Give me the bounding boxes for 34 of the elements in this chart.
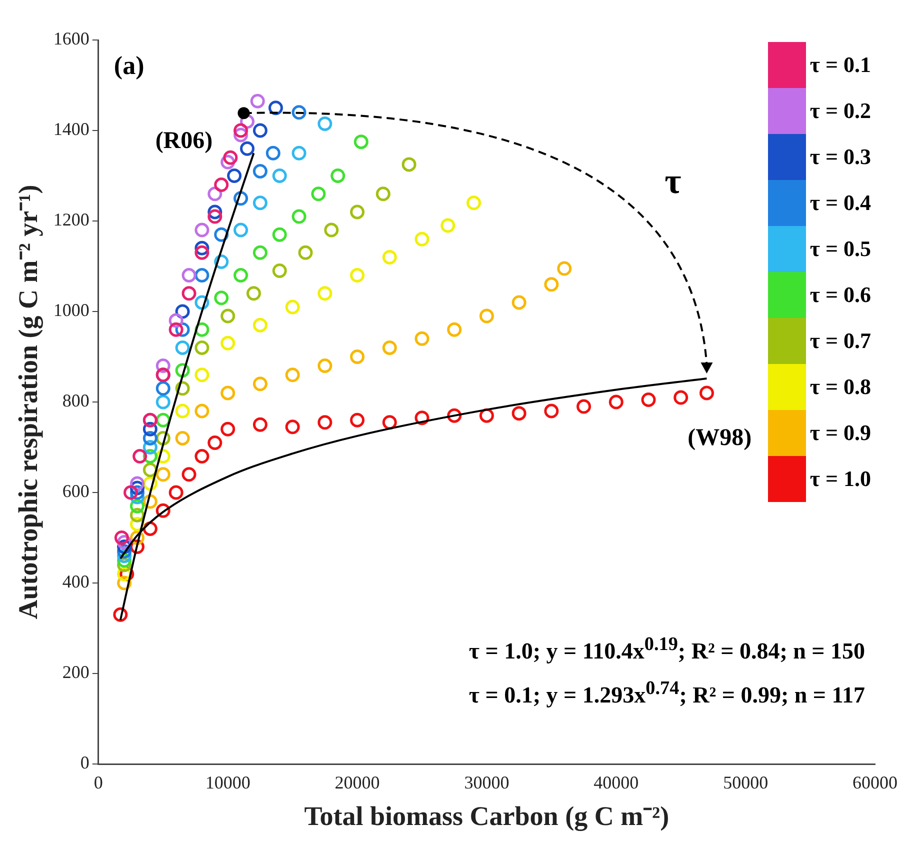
legend-label: τ = 0.5	[810, 236, 871, 262]
legend-label: τ = 0.3	[810, 144, 871, 170]
x-tick-label: 0	[94, 772, 103, 793]
x-tick-label: 20000	[334, 772, 380, 793]
annotation: τ = 1.0; y = 110.4x$^{0.19}$; R² = 0.84; n = 150	[468, 634, 865, 665]
y-tick-label: 800	[62, 390, 90, 411]
x-tick-label: 60000	[852, 772, 898, 793]
annotation: τ	[664, 160, 682, 202]
legend-label: τ = 0.1	[810, 52, 871, 78]
y-tick-label: 0	[80, 752, 90, 773]
y-axis-title: Autotrophic respiration (g C m⁻² yr⁻¹)	[13, 184, 44, 620]
x-tick-label: 50000	[723, 772, 768, 793]
x-tick-label: 30000	[464, 772, 510, 793]
x-tick-label: 10000	[205, 772, 250, 793]
y-tick-label: 1600	[53, 28, 90, 49]
y-tick-label: 1200	[53, 210, 90, 230]
legend-label: τ = 0.7	[810, 328, 871, 354]
annotation: (R06)	[155, 128, 213, 155]
y-tick-label: 1000	[53, 300, 90, 320]
legend-label: τ = 0.4	[810, 190, 871, 216]
x-axis-title: Total biomass Carbon (g C m⁻²)	[304, 800, 670, 831]
y-tick-label: 400	[62, 572, 90, 592]
legend-label: τ = 1.0	[810, 466, 871, 492]
annotation: τ = 0.1; y = 1.293x$^{0.74}$; R² = 0.99; n = 117	[468, 678, 865, 709]
legend-label: τ = 0.2	[810, 98, 871, 124]
y-tick-label: 200	[62, 662, 90, 682]
legend-label: τ = 0.8	[810, 374, 871, 400]
legend-label: τ = 0.6	[810, 282, 871, 308]
y-tick-label: 1400	[53, 119, 90, 140]
x-tick-label: 40000	[594, 772, 639, 793]
annotation: (a)	[114, 50, 144, 81]
y-tick-label: 600	[62, 481, 90, 502]
annotation: (W98)	[688, 424, 752, 452]
legend-label: τ = 0.9	[810, 420, 871, 446]
